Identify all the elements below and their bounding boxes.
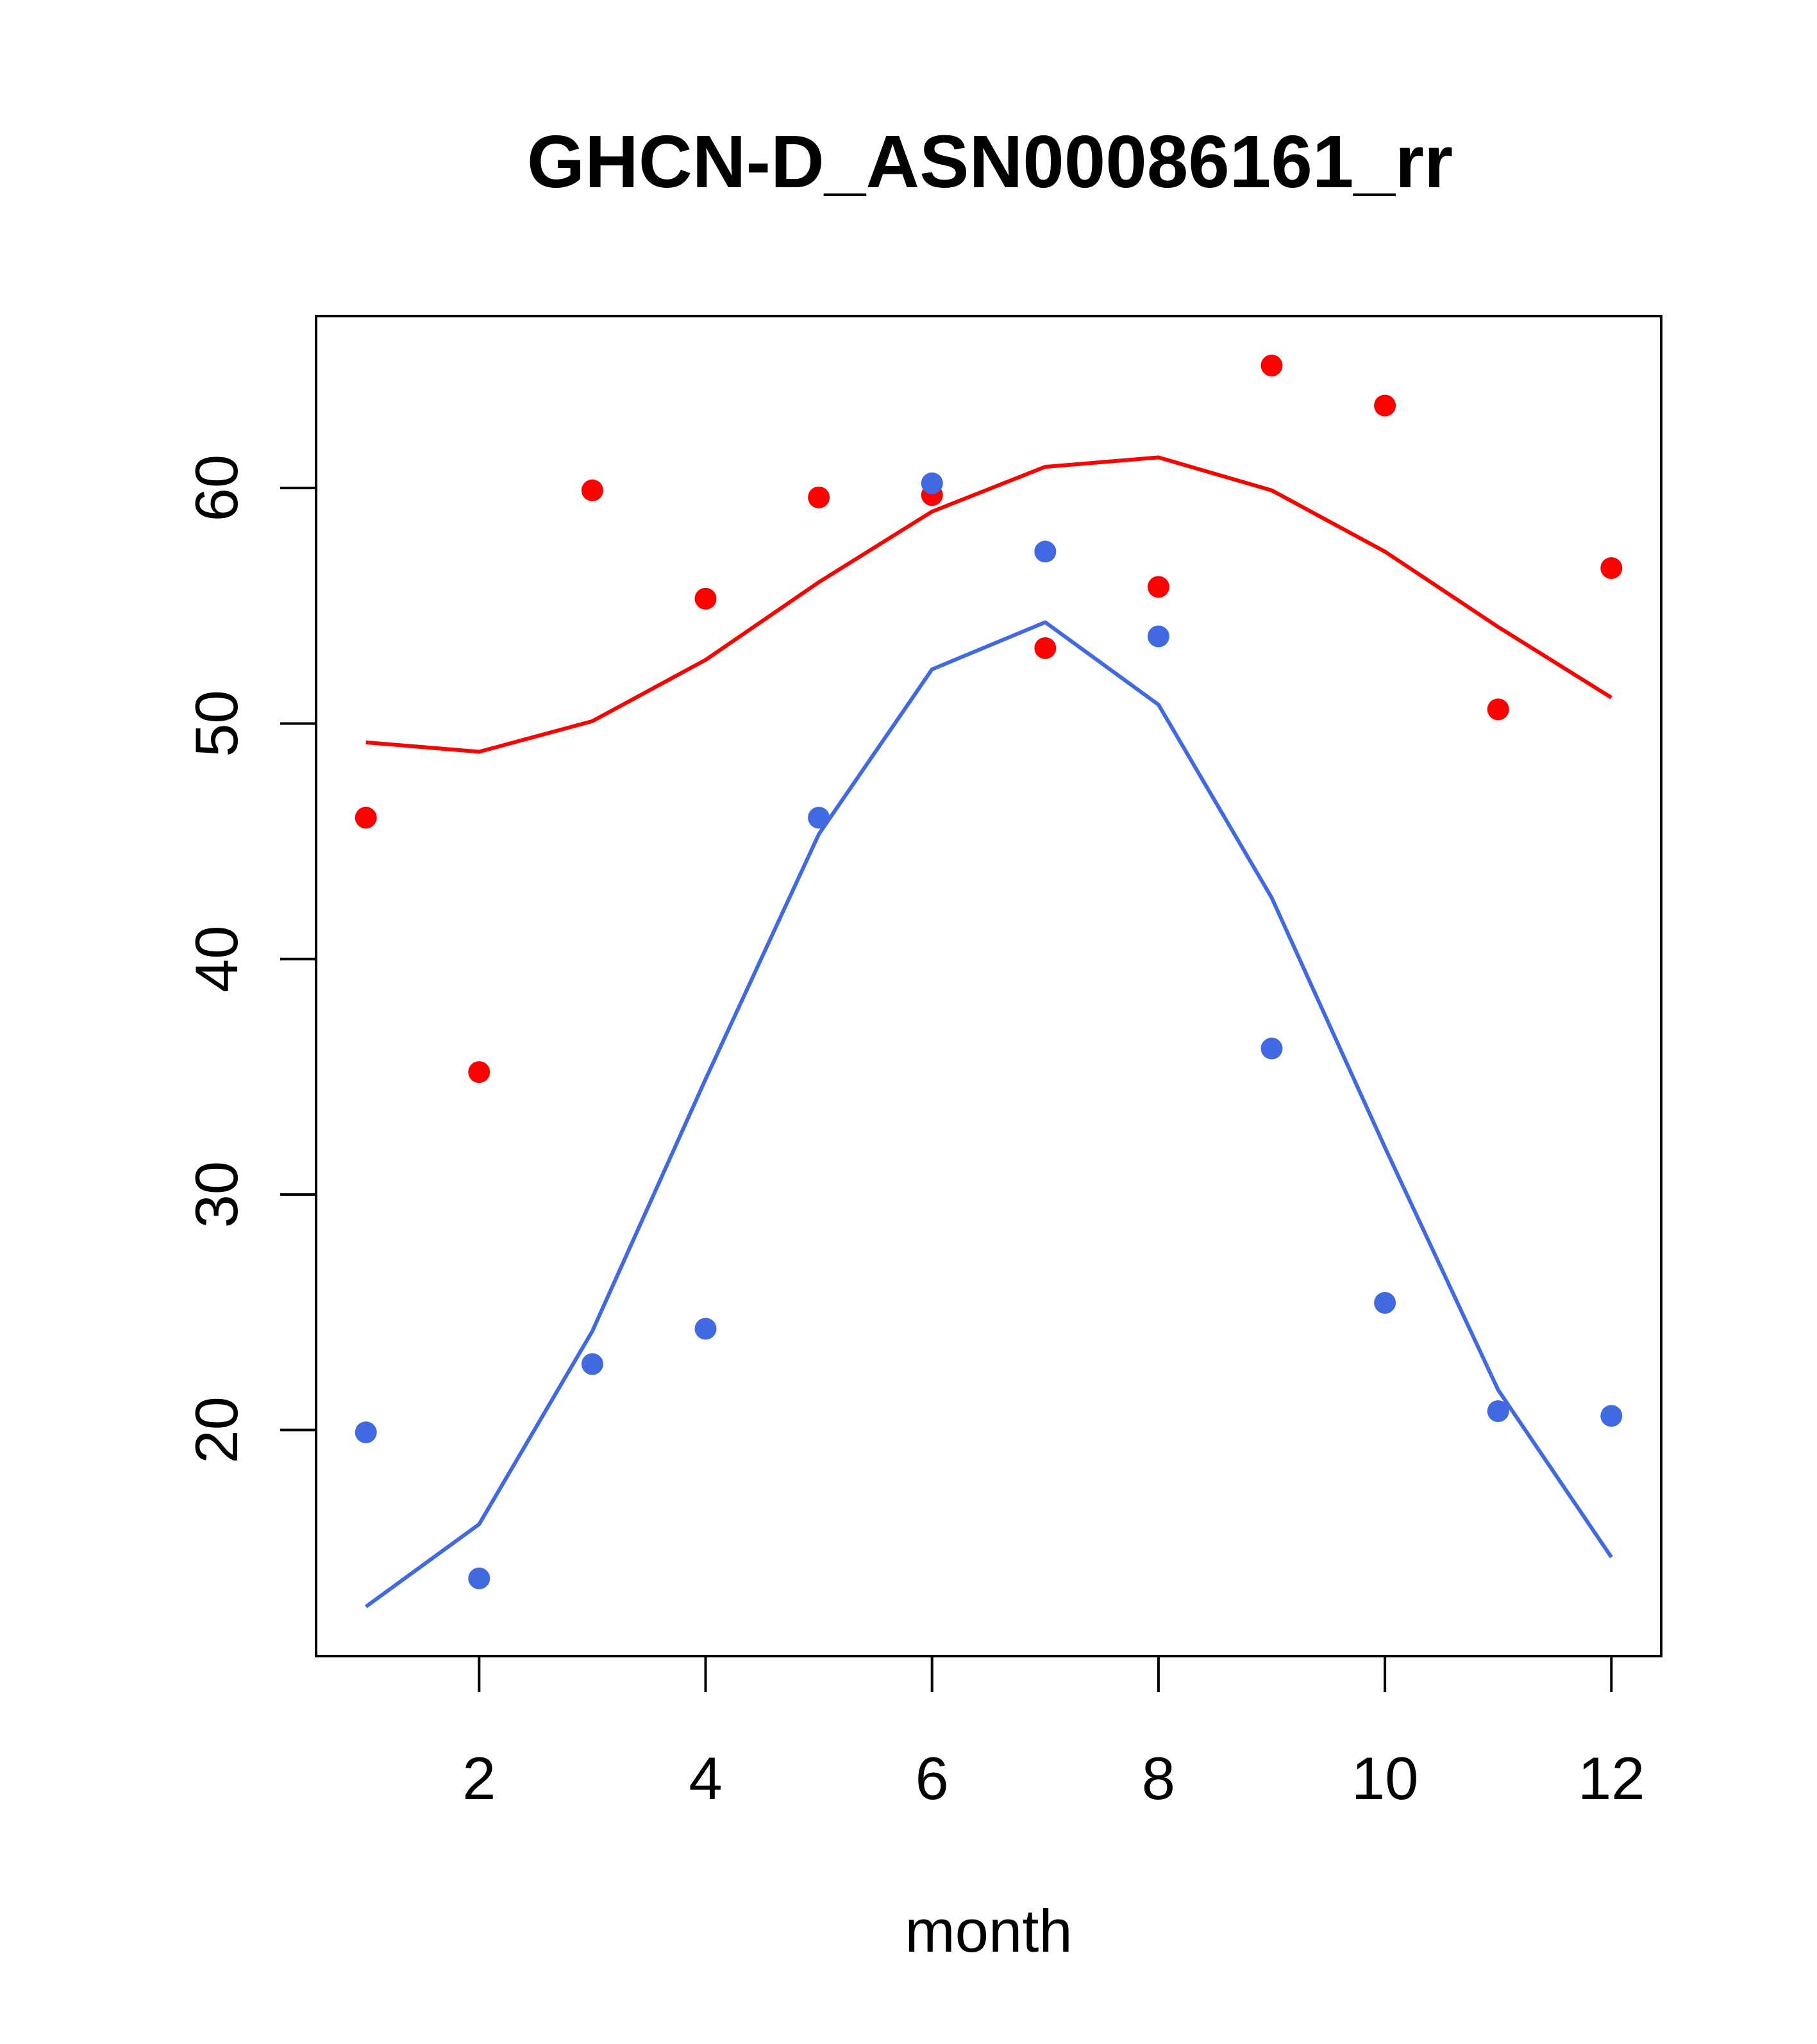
blue-point [694, 1318, 717, 1340]
blue-point [468, 1567, 490, 1589]
red-point [1034, 637, 1057, 659]
blue-point [1487, 1400, 1509, 1422]
blue-point [1147, 625, 1169, 648]
x-axis-title: month [905, 1897, 1072, 1964]
y-tick-label: 40 [183, 925, 250, 993]
red-point [1260, 355, 1283, 377]
blue-point [581, 1353, 603, 1375]
red-point [581, 479, 603, 501]
blue-point [1600, 1405, 1623, 1427]
series-layer [355, 355, 1623, 1609]
blue-point [355, 1421, 377, 1444]
red-point [808, 486, 830, 508]
x-axis: 2 4 6 8 10 12 [462, 1655, 1645, 1812]
blue-curve-line [364, 620, 1613, 1609]
x-tick-label: 2 [462, 1745, 496, 1812]
y-tick-label: 30 [183, 1161, 250, 1228]
red-point [1147, 576, 1169, 598]
red-point [355, 807, 377, 829]
red-point [1600, 557, 1623, 580]
x-tick-label: 10 [1352, 1745, 1419, 1812]
red-point [468, 1061, 490, 1084]
x-tick-label: 4 [689, 1745, 722, 1812]
blue-point [921, 472, 943, 494]
x-tick-label: 12 [1578, 1745, 1645, 1812]
red-point [1487, 698, 1509, 721]
y-axis: 20 30 40 50 60 [183, 455, 317, 1464]
x-tick-label: 8 [1142, 1745, 1175, 1812]
chart-title: GHCN-D_ASN00086161_rr [527, 120, 1453, 203]
y-tick-label: 50 [183, 690, 250, 757]
red-point [694, 587, 717, 610]
red-point [1374, 394, 1396, 417]
x-tick-label: 6 [916, 1745, 949, 1812]
red-curve-line [365, 455, 1612, 754]
blue-point [1034, 540, 1057, 563]
blue-point [1260, 1037, 1283, 1060]
y-tick-label: 20 [183, 1396, 250, 1464]
blue-point [1374, 1292, 1396, 1314]
y-tick-label: 60 [183, 455, 250, 522]
